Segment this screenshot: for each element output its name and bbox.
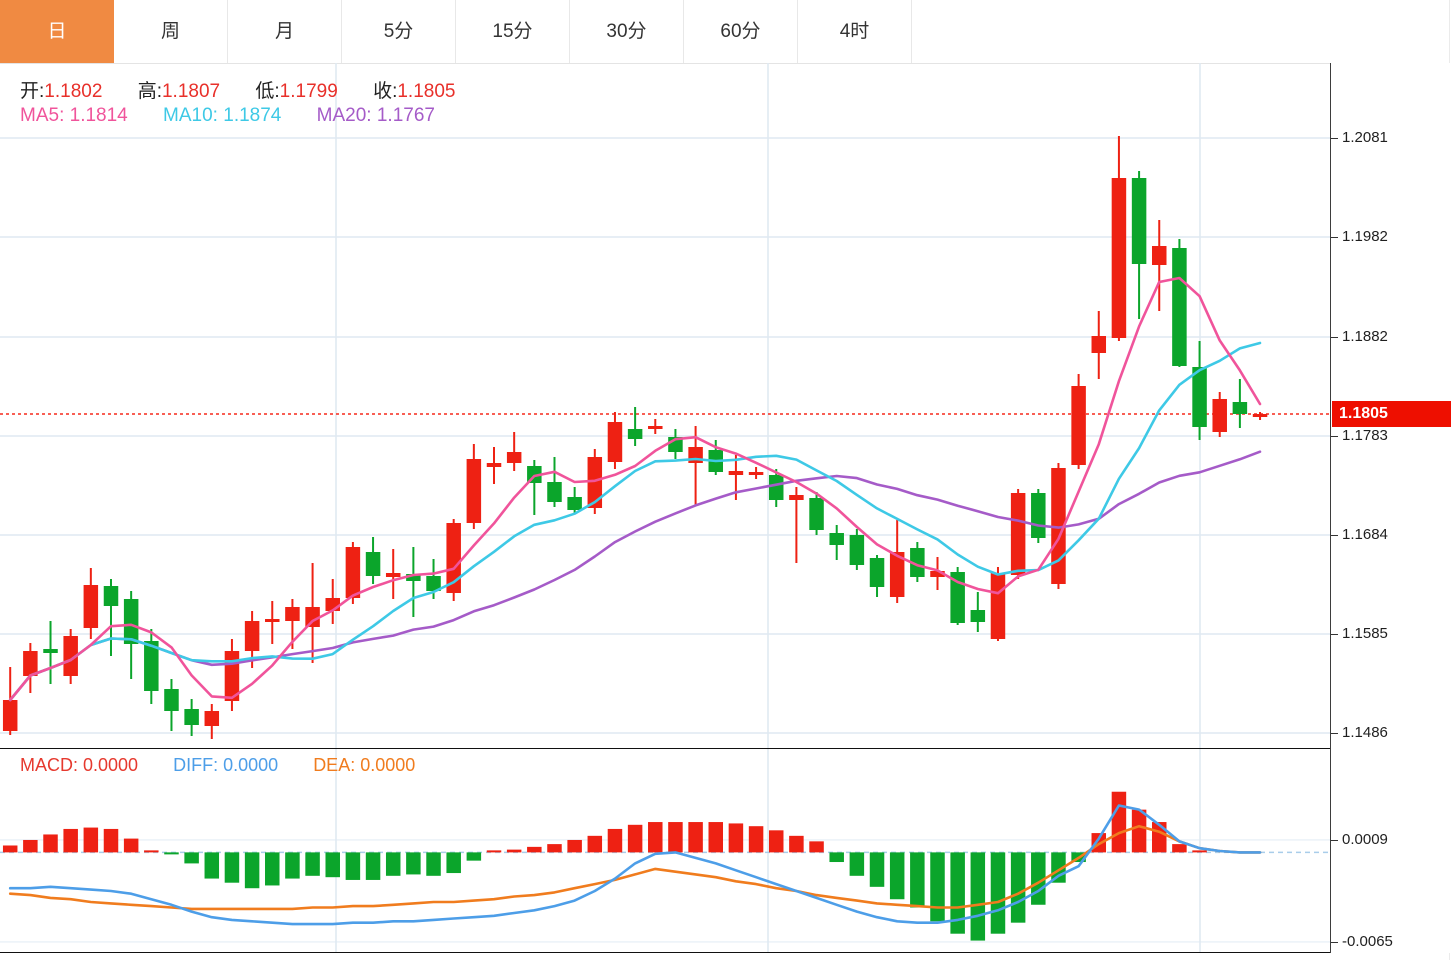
diff-value: 0.0000 (223, 755, 279, 775)
grid-layer (0, 63, 1330, 749)
axis-label: 1.2081 (1342, 129, 1388, 146)
tab-60min[interactable]: 60分 (684, 0, 798, 63)
price-axis: 1.1805 1.2081 1.1982 1.1882 1.1783 1.1684 1.1… (1330, 63, 1454, 953)
axis-tick-mark (1331, 337, 1338, 338)
macd-value: 0.0000 (83, 755, 139, 775)
candles-layer (2, 136, 1268, 739)
axis-tick-mark (1331, 634, 1338, 635)
axis-tick-mark (1331, 237, 1338, 238)
tab-week[interactable]: 周 (114, 0, 228, 63)
current-price-tag: 1.1805 (1332, 401, 1451, 427)
timeframe-toolbar: 日 周 月 5分 15分 30分 60分 4时 (0, 0, 1454, 64)
tab-month[interactable]: 月 (228, 0, 342, 63)
close-value: 1.1805 (397, 81, 456, 102)
axis-tick-mark (1331, 436, 1338, 437)
axis-label: 1.1882 (1342, 328, 1388, 345)
axis-tick-mark (1331, 138, 1338, 139)
tab-5min[interactable]: 5分 (342, 0, 456, 63)
axis-tick-mark (1331, 535, 1338, 536)
axis-tick-mark (1331, 733, 1338, 734)
macd-histogram-layer (2, 791, 1207, 941)
axis-label: 1.1486 (1342, 724, 1388, 741)
main-candlestick-chart[interactable] (0, 63, 1330, 749)
ma20-value: 1.1767 (376, 105, 435, 126)
tab-15min[interactable]: 15分 (456, 0, 570, 63)
axis-tick-mark (1331, 839, 1338, 841)
macd-panel[interactable] (0, 749, 1330, 953)
high-value: 1.1807 (161, 81, 221, 102)
axis-label: 1.1783 (1342, 427, 1388, 444)
tab-day[interactable]: 日 (0, 0, 114, 63)
ma10-value: 1.1874 (223, 105, 282, 126)
axis-tick-mark (1331, 941, 1338, 943)
tab-30min[interactable]: 30分 (570, 0, 684, 63)
axis-label: 1.1982 (1342, 228, 1388, 245)
axis-label: 0.0009 (1342, 830, 1388, 848)
tab-4hour[interactable]: 4时 (798, 0, 912, 63)
axis-label: 1.1585 (1342, 625, 1388, 642)
macd-readout: MACD: 0.0000 DIFF: 0.0000 DEA: 0.0000 (20, 755, 416, 775)
axis-label: 1.1684 (1342, 526, 1388, 543)
low-value: 1.1799 (279, 81, 338, 102)
ma5-value: 1.1814 (69, 105, 128, 126)
ohlc-readout: 开:1.1802 高:1.1807 低:1.1799 收:1.1805 (20, 81, 456, 102)
panel-divider (0, 748, 1330, 749)
bottom-border (0, 952, 1454, 953)
open-value: 1.1802 (44, 81, 103, 102)
axis-label: -0.0065 (1342, 932, 1393, 950)
ma-readout: MA5: 1.1814 MA10: 1.1874 MA20: 1.1767 (20, 105, 435, 126)
dea-value: 0.0000 (360, 755, 416, 775)
